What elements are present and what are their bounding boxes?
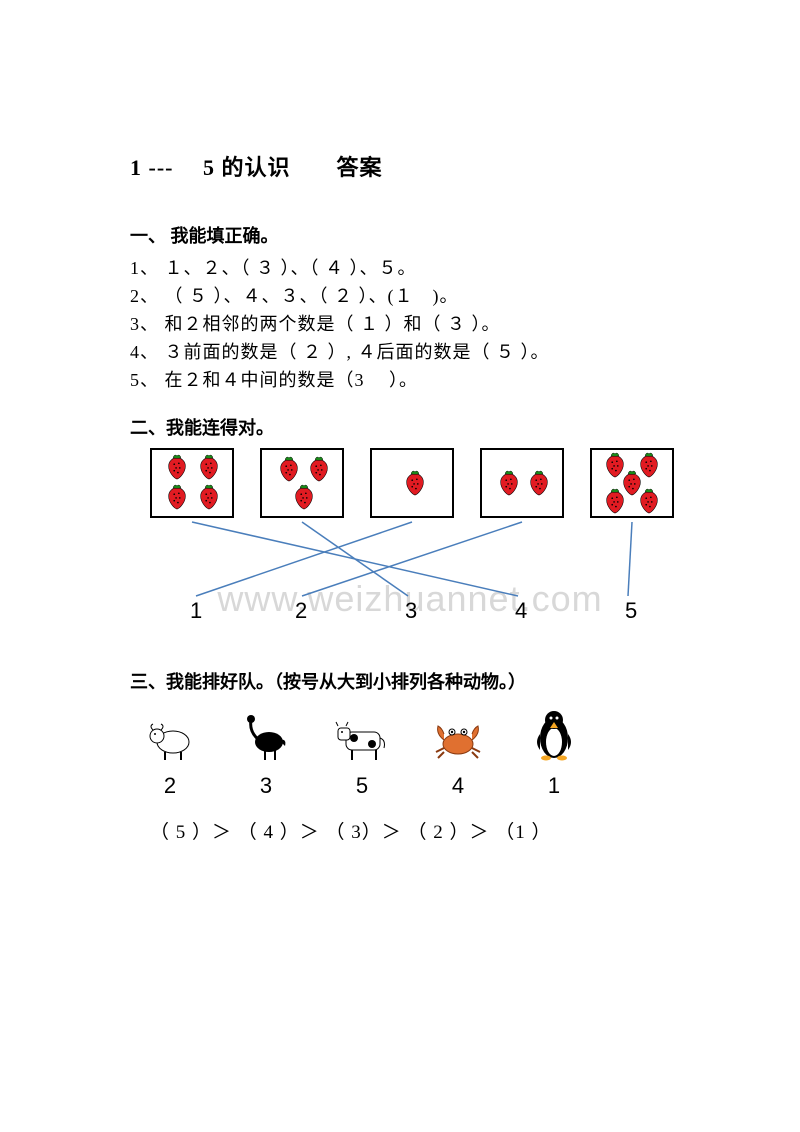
cow-icon xyxy=(332,718,392,767)
sheep-icon xyxy=(140,716,200,767)
animal-number-4: 4 xyxy=(428,773,488,799)
animals-area: 2 3 5 4 1 （ 5 ）＞ （ 4 ）＞ （ 3）＞ （ 2 ）＞ （1 ） xyxy=(130,708,690,844)
matching-area: www.weizhuannet.com xyxy=(130,448,690,638)
section1-heading: 一、 我能填正确。 xyxy=(130,222,690,248)
q1-line5: 5、 在２和４中间的数是（3 ）。 xyxy=(130,366,690,394)
animal-number-2: 2 xyxy=(140,773,200,799)
q1-line4: 4、 ３前面的数是（ ２ ）, ４后面的数是（ ５ ）。 xyxy=(130,338,690,366)
animal-number-3: 3 xyxy=(236,773,296,799)
ordering-answer: （ 5 ）＞ （ 4 ）＞ （ 3）＞ （ 2 ）＞ （1 ） xyxy=(130,817,690,844)
animal-number-5: 5 xyxy=(332,773,392,799)
penguin-icon xyxy=(524,708,584,767)
page-title: 1 --- 5 的认识 答案 xyxy=(130,150,690,182)
ostrich-icon xyxy=(236,712,296,767)
section3-heading: 三、我能排好队。（按号从大到小排列各种动物。） xyxy=(130,668,690,694)
q1-line3: 3、 和２相邻的两个数是（ １ ）和（ ３ ）。 xyxy=(130,310,690,338)
connection-lines xyxy=(130,448,690,638)
q1-line1: 1、 １、２、（ ３ ）、（ ４ ）、５。 xyxy=(130,254,690,282)
animal-number-1: 1 xyxy=(524,773,584,799)
q1-line2: 2、 （ ５ ）、４、３、（ ２ ）、(１ )。 xyxy=(130,282,690,310)
animals-row xyxy=(130,708,690,767)
section2-heading: 二、我能连得对。 xyxy=(130,414,690,440)
crab-icon xyxy=(428,718,488,767)
animal-numbers: 2 3 5 4 1 xyxy=(130,773,690,799)
